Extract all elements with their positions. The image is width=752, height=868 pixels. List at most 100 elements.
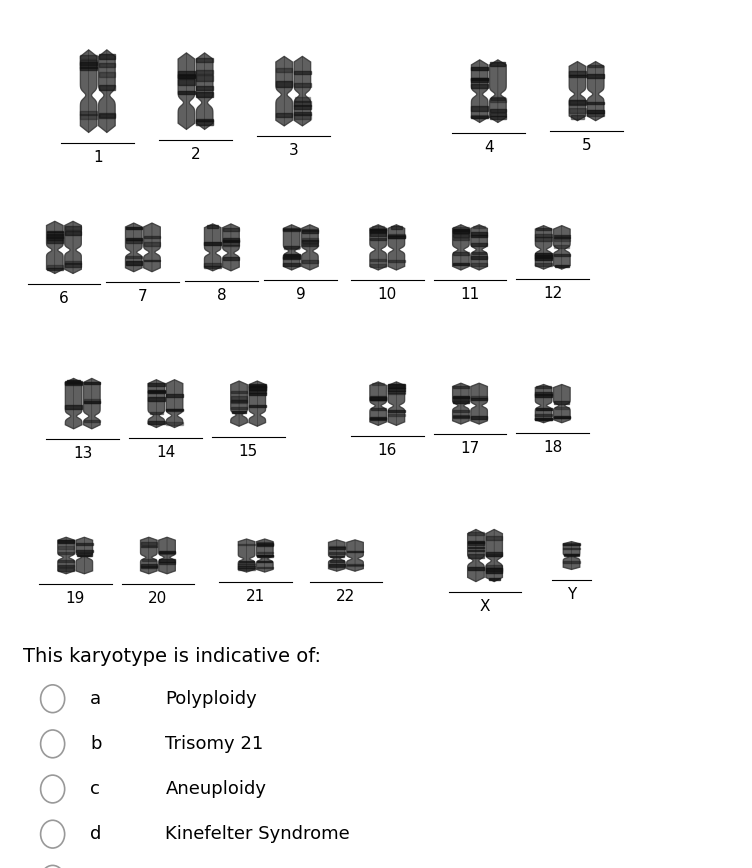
- Bar: [178, 79, 195, 84]
- Bar: [486, 568, 502, 571]
- Text: a: a: [90, 690, 102, 707]
- Polygon shape: [347, 540, 363, 571]
- Text: 9: 9: [296, 287, 305, 302]
- Bar: [535, 253, 552, 256]
- Bar: [329, 556, 344, 557]
- Bar: [196, 119, 213, 122]
- Text: 17: 17: [460, 441, 480, 457]
- Bar: [471, 234, 487, 237]
- Bar: [389, 384, 404, 386]
- Text: 18: 18: [543, 440, 562, 455]
- Text: 3: 3: [289, 143, 298, 158]
- Bar: [453, 227, 468, 229]
- Bar: [238, 566, 255, 569]
- Bar: [196, 58, 213, 62]
- Polygon shape: [472, 60, 488, 122]
- Bar: [471, 417, 487, 419]
- Bar: [388, 234, 405, 236]
- Bar: [178, 74, 195, 78]
- Bar: [47, 236, 63, 239]
- Bar: [471, 256, 487, 260]
- Bar: [65, 381, 82, 385]
- Bar: [166, 409, 183, 411]
- Bar: [99, 54, 115, 59]
- Bar: [347, 564, 363, 566]
- Bar: [142, 559, 156, 561]
- Text: Trisomy 21: Trisomy 21: [165, 735, 264, 753]
- Bar: [223, 240, 239, 241]
- Bar: [284, 246, 299, 248]
- Bar: [553, 254, 570, 256]
- Bar: [474, 227, 485, 228]
- Bar: [471, 233, 487, 234]
- Polygon shape: [490, 60, 506, 122]
- Bar: [249, 385, 265, 387]
- Bar: [178, 91, 195, 95]
- Bar: [80, 114, 97, 119]
- Bar: [535, 394, 552, 397]
- Polygon shape: [83, 378, 100, 429]
- Polygon shape: [453, 383, 469, 424]
- Bar: [453, 263, 469, 265]
- Text: Kinefelter Syndrome: Kinefelter Syndrome: [165, 825, 350, 843]
- Bar: [563, 543, 580, 545]
- Bar: [490, 98, 506, 102]
- Bar: [284, 228, 300, 231]
- Bar: [569, 71, 586, 76]
- Bar: [223, 238, 239, 241]
- Polygon shape: [486, 529, 502, 582]
- Polygon shape: [535, 385, 552, 423]
- Bar: [371, 408, 386, 410]
- Bar: [223, 257, 239, 260]
- Bar: [486, 565, 502, 568]
- Bar: [554, 245, 569, 248]
- Bar: [372, 227, 384, 229]
- Polygon shape: [99, 49, 115, 132]
- Bar: [453, 416, 469, 418]
- Polygon shape: [47, 221, 63, 273]
- Text: 19: 19: [65, 591, 85, 606]
- Bar: [47, 237, 63, 240]
- Bar: [553, 237, 570, 238]
- Bar: [205, 242, 221, 246]
- Bar: [276, 68, 293, 72]
- Bar: [370, 264, 387, 267]
- Polygon shape: [65, 221, 81, 273]
- Bar: [535, 233, 552, 237]
- Bar: [302, 260, 318, 263]
- Bar: [178, 75, 195, 78]
- Text: 16: 16: [378, 443, 397, 457]
- Text: 12: 12: [543, 286, 562, 301]
- Bar: [294, 83, 311, 87]
- Text: c: c: [90, 780, 100, 798]
- Bar: [58, 552, 74, 554]
- Bar: [58, 541, 74, 543]
- Bar: [453, 238, 469, 240]
- Text: d: d: [90, 825, 102, 843]
- Bar: [370, 228, 387, 231]
- Bar: [126, 261, 142, 265]
- Text: 15: 15: [238, 444, 258, 458]
- Bar: [587, 102, 604, 104]
- Bar: [536, 227, 551, 230]
- Text: Aneuploidy: Aneuploidy: [165, 780, 266, 798]
- Text: X: X: [480, 599, 490, 614]
- Bar: [294, 105, 311, 109]
- Bar: [302, 244, 318, 246]
- Bar: [256, 552, 273, 553]
- Text: 2: 2: [191, 147, 200, 161]
- Bar: [472, 78, 488, 80]
- Bar: [535, 418, 552, 420]
- Bar: [536, 386, 551, 389]
- Bar: [468, 554, 484, 557]
- Bar: [76, 550, 92, 553]
- Bar: [553, 239, 570, 240]
- Bar: [256, 543, 273, 546]
- Bar: [388, 234, 405, 238]
- Bar: [370, 233, 387, 236]
- Bar: [232, 411, 246, 413]
- Bar: [144, 236, 160, 238]
- Text: 14: 14: [156, 444, 175, 460]
- Bar: [205, 266, 221, 268]
- Bar: [453, 396, 469, 398]
